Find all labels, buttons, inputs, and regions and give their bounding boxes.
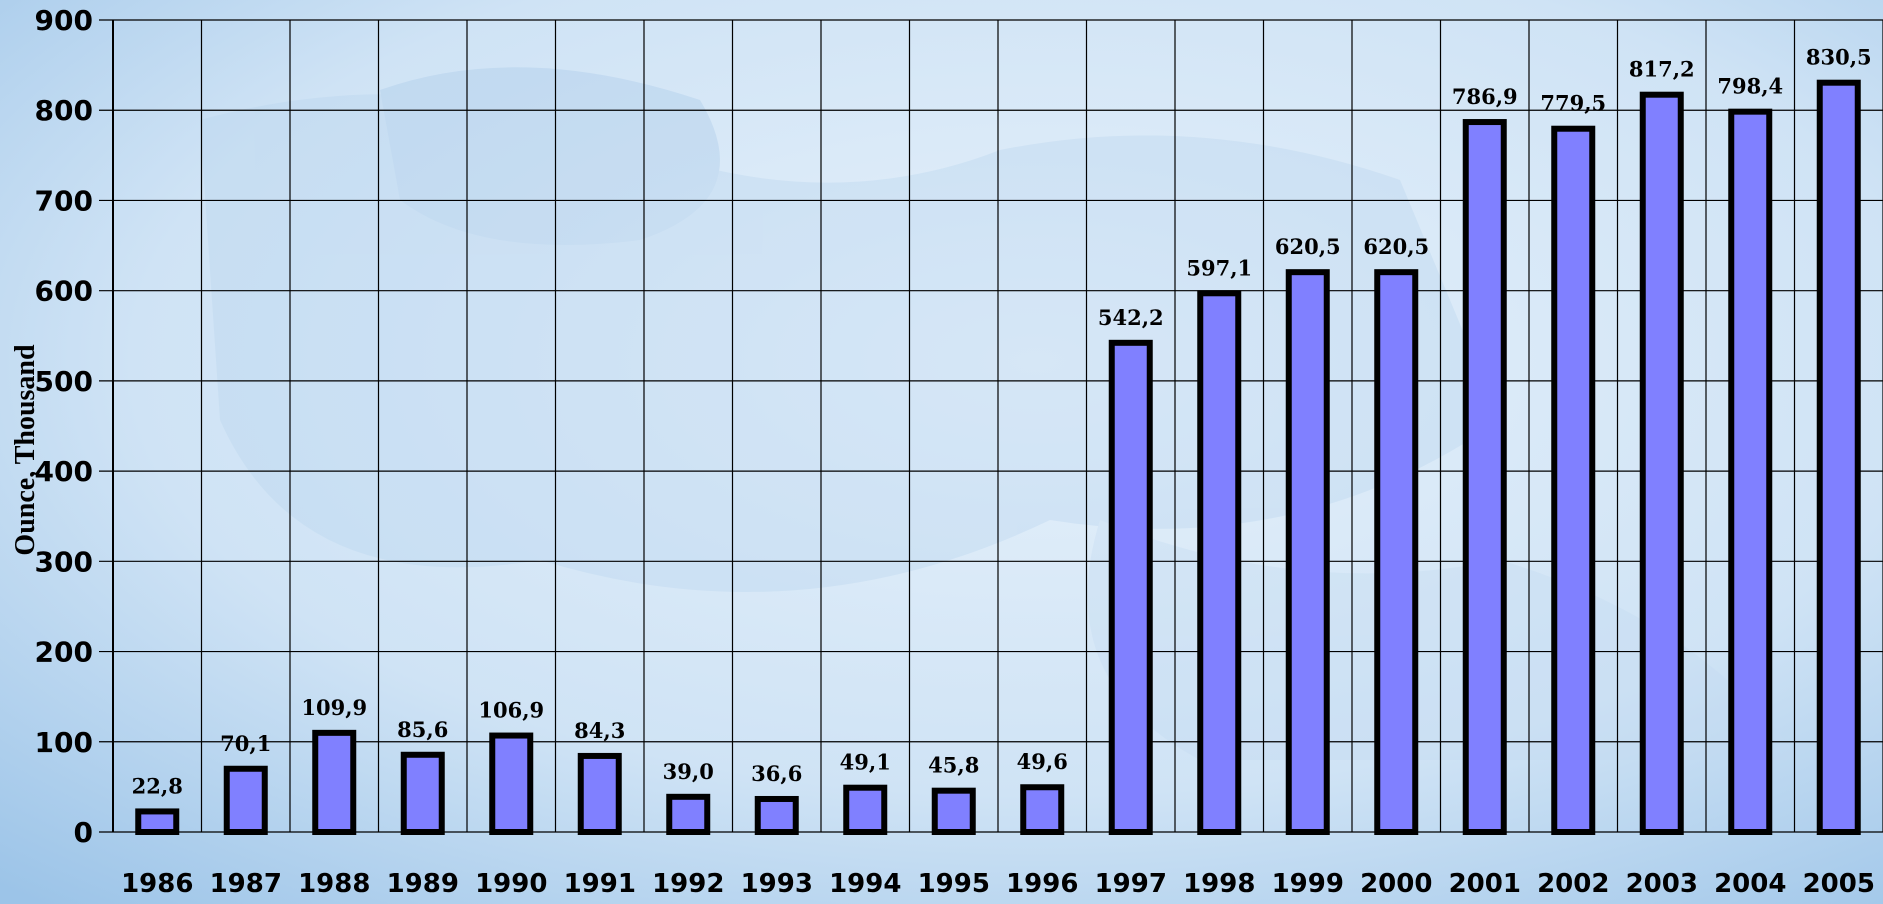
data-label-1997: 542,2 [1098,305,1164,330]
data-label-1999: 620,5 [1275,234,1341,259]
data-label-1993: 36,6 [751,761,802,786]
data-label-2005: 830,5 [1806,45,1872,70]
bar-1989 [400,751,445,835]
data-label-2004: 798,4 [1717,74,1783,99]
bar-2004 [1728,108,1773,836]
data-labels: 22,8 70,1 109,9 85,6 106,9 84,3 39,0 36,6 49,1 45… [132,45,1872,799]
y-tick-label: 400 [35,455,93,488]
bar-2001 [1462,119,1507,836]
data-label-1991: 84,3 [574,718,625,743]
y-tick-label: 900 [35,4,93,37]
data-label-1988: 109,9 [301,695,367,720]
x-tick-label-2001: 2001 [1449,869,1521,899]
x-tick-label-1993: 1993 [741,869,813,899]
y-tick-label: 300 [35,545,93,578]
x-tick-label-2000: 2000 [1360,869,1432,899]
bar-1997 [1108,339,1153,835]
bar-2003 [1639,91,1684,836]
y-axis-ticks: 0 100 200 300 400 500 600 700 800 900 [35,4,93,849]
data-label-1990: 106,9 [478,698,544,723]
y-tick-label: 0 [74,816,93,849]
x-tick-label-2003: 2003 [1626,869,1698,899]
x-axis-ticks: 1986 1987 1988 1989 1990 1991 1992 1993 1994 1995… [121,869,1875,899]
data-label-1992: 39,0 [663,759,714,784]
bar-1991 [577,752,622,836]
bar-1992 [666,793,711,836]
y-tick-label: 700 [35,184,93,217]
bars [135,79,1861,836]
bar-2002 [1551,125,1596,835]
bar-1998 [1197,290,1242,836]
x-tick-label-1988: 1988 [298,869,370,899]
bar-2000 [1374,269,1419,836]
bar-1988 [312,729,357,835]
y-tick-label: 500 [35,365,93,398]
bar-1987 [223,765,268,835]
data-label-2000: 620,5 [1363,234,1429,259]
y-axis-label: Ounce, Thousand [10,344,41,556]
x-tick-label-1998: 1998 [1183,869,1255,899]
bar-1999 [1285,269,1330,836]
bar-1995 [931,787,976,835]
x-tick-label-1994: 1994 [829,869,901,899]
data-label-1996: 49,6 [1017,749,1068,774]
bar-1990 [489,732,534,835]
data-label-2002: 779,5 [1540,91,1606,116]
bar-1993 [754,795,799,835]
bar-1996 [1020,784,1065,835]
y-tick-label: 800 [35,94,93,127]
x-tick-label-1999: 1999 [1272,869,1344,899]
x-tick-label-2005: 2005 [1803,869,1875,899]
x-tick-label-1990: 1990 [475,869,547,899]
data-label-1989: 85,6 [397,717,448,742]
data-label-1995: 45,8 [928,753,979,778]
x-tick-label-1997: 1997 [1095,869,1167,899]
x-tick-label-1992: 1992 [652,869,724,899]
bar-1986 [135,808,180,835]
x-tick-label-1986: 1986 [121,869,193,899]
x-tick-label-2004: 2004 [1714,869,1786,899]
data-label-2001: 786,9 [1452,84,1518,109]
bar-1994 [843,784,888,835]
x-tick-label-1989: 1989 [387,869,459,899]
x-tick-label-1991: 1991 [564,869,636,899]
data-label-1994: 49,1 [840,750,891,775]
x-tick-label-1987: 1987 [210,869,282,899]
data-label-1987: 70,1 [220,731,271,756]
data-label-1986: 22,8 [132,773,183,798]
x-tick-label-2002: 2002 [1537,869,1609,899]
x-tick-label-1995: 1995 [918,869,990,899]
y-tick-label: 100 [35,726,93,759]
y-tick-label: 200 [35,636,93,669]
data-label-2003: 817,2 [1629,57,1695,82]
x-tick-label-1996: 1996 [1006,869,1078,899]
y-tick-label: 600 [35,275,93,308]
bar-2005 [1816,79,1861,835]
data-label-1998: 597,1 [1186,255,1252,280]
